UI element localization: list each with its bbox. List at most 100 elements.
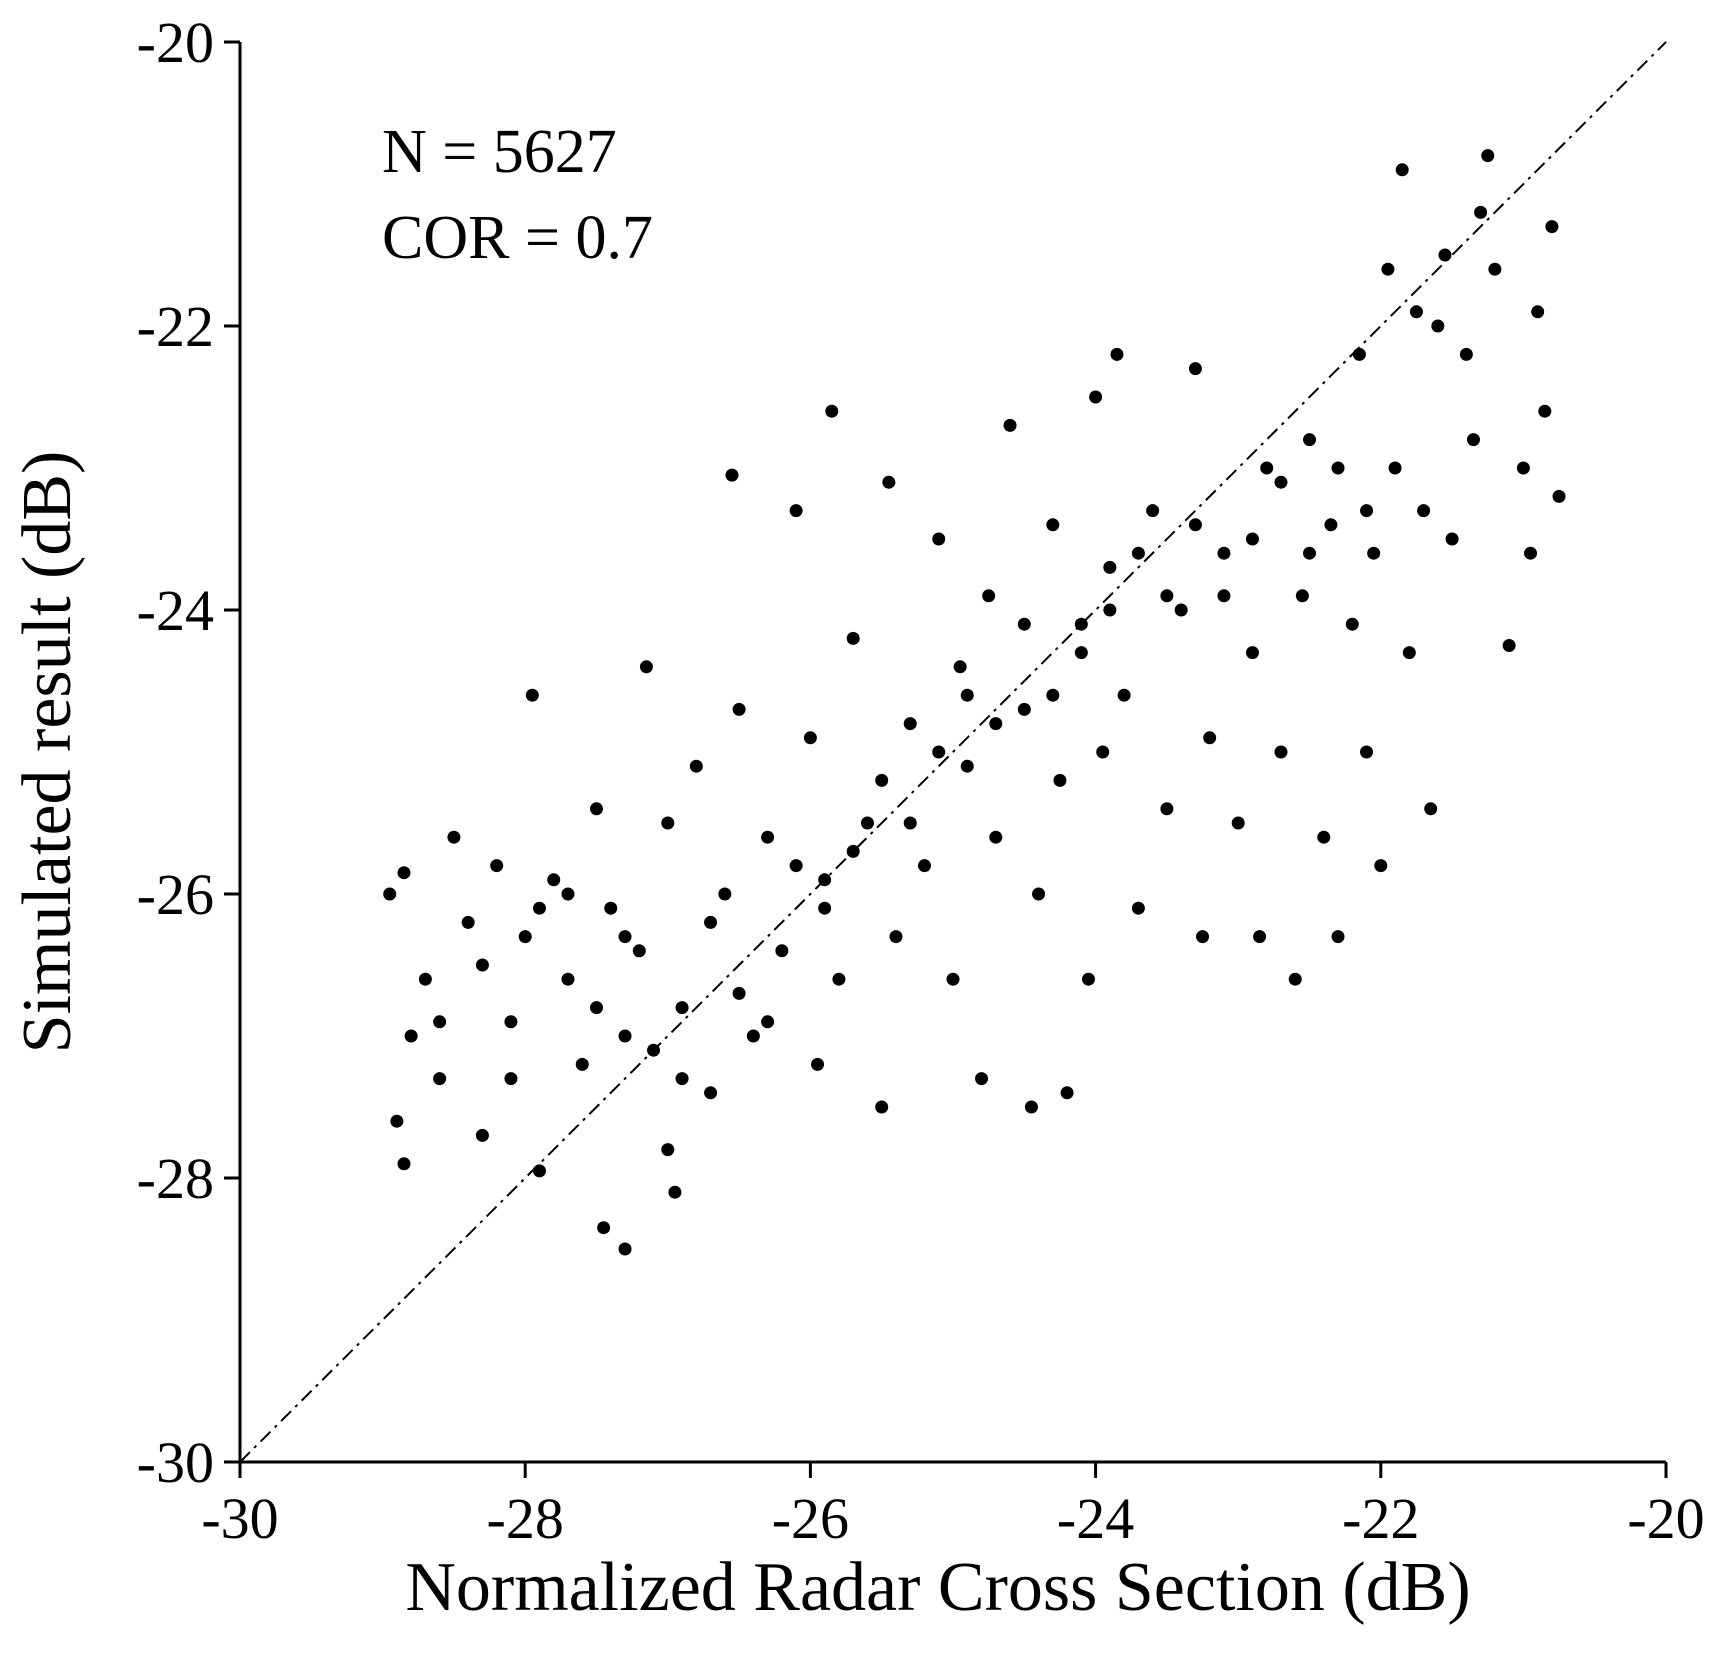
y-tick-label: -28 bbox=[137, 1146, 214, 1211]
data-point bbox=[1146, 504, 1160, 518]
x-tick-label: -24 bbox=[1057, 1486, 1134, 1551]
data-point bbox=[1324, 518, 1338, 532]
data-point bbox=[404, 1029, 418, 1043]
data-point bbox=[1345, 617, 1359, 631]
data-point bbox=[475, 958, 489, 972]
data-point bbox=[647, 1043, 661, 1057]
data-point bbox=[1360, 745, 1374, 759]
reference-line-y-equals-x bbox=[239, 41, 1667, 1463]
data-point bbox=[1360, 504, 1374, 518]
data-point bbox=[1110, 347, 1124, 361]
data-points bbox=[383, 149, 1566, 1256]
data-point bbox=[1274, 475, 1288, 489]
data-point bbox=[932, 745, 946, 759]
data-point bbox=[1103, 560, 1117, 574]
data-point bbox=[1024, 1100, 1038, 1114]
data-point bbox=[418, 972, 432, 986]
x-tick-label: -30 bbox=[201, 1486, 278, 1551]
data-point bbox=[989, 830, 1003, 844]
data-point bbox=[1409, 305, 1423, 319]
data-point bbox=[1303, 433, 1316, 447]
data-point bbox=[761, 830, 775, 844]
data-point bbox=[397, 1157, 411, 1171]
data-point bbox=[1295, 589, 1309, 603]
data-point bbox=[661, 1143, 675, 1157]
x-tick-label: -26 bbox=[772, 1486, 849, 1551]
data-point bbox=[704, 915, 718, 929]
x-axis-label: Normalized Radar Cross Section (dB) bbox=[405, 1549, 1470, 1626]
data-point bbox=[504, 1015, 518, 1029]
data-point bbox=[1260, 461, 1274, 475]
data-point bbox=[1516, 461, 1530, 475]
data-point bbox=[960, 688, 974, 702]
data-point bbox=[1474, 205, 1488, 219]
data-point bbox=[433, 1072, 447, 1086]
data-point bbox=[383, 887, 397, 901]
data-point bbox=[1081, 972, 1095, 986]
data-point bbox=[1274, 745, 1288, 759]
data-point bbox=[518, 930, 532, 944]
data-point bbox=[1160, 589, 1174, 603]
data-point bbox=[1466, 433, 1480, 447]
data-point bbox=[1374, 859, 1388, 873]
data-point bbox=[1188, 518, 1202, 532]
data-point bbox=[1331, 461, 1345, 475]
data-point bbox=[1096, 745, 1110, 759]
data-point bbox=[1502, 639, 1516, 652]
x-axis-ticks: -30 -28 -26 -24 -22 -20 bbox=[201, 1462, 1705, 1551]
data-point bbox=[1538, 404, 1552, 418]
data-point bbox=[903, 717, 917, 731]
x-tick-label: -22 bbox=[1342, 1486, 1419, 1551]
x-tick-label: -28 bbox=[487, 1486, 564, 1551]
data-point bbox=[397, 866, 411, 880]
data-point bbox=[732, 702, 746, 716]
data-point bbox=[639, 660, 653, 674]
data-point bbox=[1417, 504, 1431, 518]
data-point bbox=[882, 475, 896, 489]
data-point bbox=[1074, 617, 1088, 631]
y-tick-label: -22 bbox=[137, 294, 214, 359]
data-point bbox=[525, 688, 539, 702]
data-point bbox=[1431, 319, 1445, 333]
data-point bbox=[1245, 646, 1259, 660]
data-point bbox=[746, 1029, 760, 1043]
data-point bbox=[932, 532, 946, 546]
data-point bbox=[704, 1086, 718, 1100]
data-point bbox=[775, 944, 789, 958]
data-point bbox=[846, 844, 860, 858]
data-point bbox=[889, 930, 903, 944]
data-point bbox=[1331, 930, 1345, 944]
data-point bbox=[632, 944, 646, 958]
data-point bbox=[1524, 546, 1538, 560]
y-tick-label: -24 bbox=[137, 578, 214, 643]
data-point bbox=[1046, 688, 1060, 702]
data-point bbox=[1367, 546, 1381, 560]
data-point bbox=[761, 1015, 775, 1029]
annotation-correlation: COR = 0.7 bbox=[382, 204, 653, 272]
data-point bbox=[825, 404, 839, 418]
data-point bbox=[846, 631, 860, 645]
y-axis-ticks: -30 -28 -26 -24 -22 -20 bbox=[137, 10, 240, 1495]
data-point bbox=[590, 1001, 603, 1015]
data-point bbox=[532, 901, 546, 915]
data-point bbox=[818, 901, 832, 915]
data-point bbox=[1117, 688, 1131, 702]
y-tick-label: -20 bbox=[137, 10, 214, 75]
data-point bbox=[1388, 461, 1402, 475]
data-point bbox=[1188, 362, 1202, 376]
data-point bbox=[1402, 646, 1416, 660]
data-point bbox=[789, 504, 803, 518]
data-point bbox=[946, 972, 960, 986]
data-point bbox=[1217, 589, 1231, 603]
data-point bbox=[1288, 972, 1302, 986]
data-point bbox=[547, 873, 561, 887]
data-point bbox=[732, 986, 746, 1000]
data-point bbox=[725, 468, 739, 482]
data-point bbox=[675, 1072, 689, 1086]
data-point bbox=[618, 1242, 632, 1256]
data-point bbox=[1488, 262, 1502, 276]
data-point bbox=[1231, 816, 1245, 830]
data-point bbox=[875, 1100, 889, 1114]
data-point bbox=[903, 816, 917, 830]
